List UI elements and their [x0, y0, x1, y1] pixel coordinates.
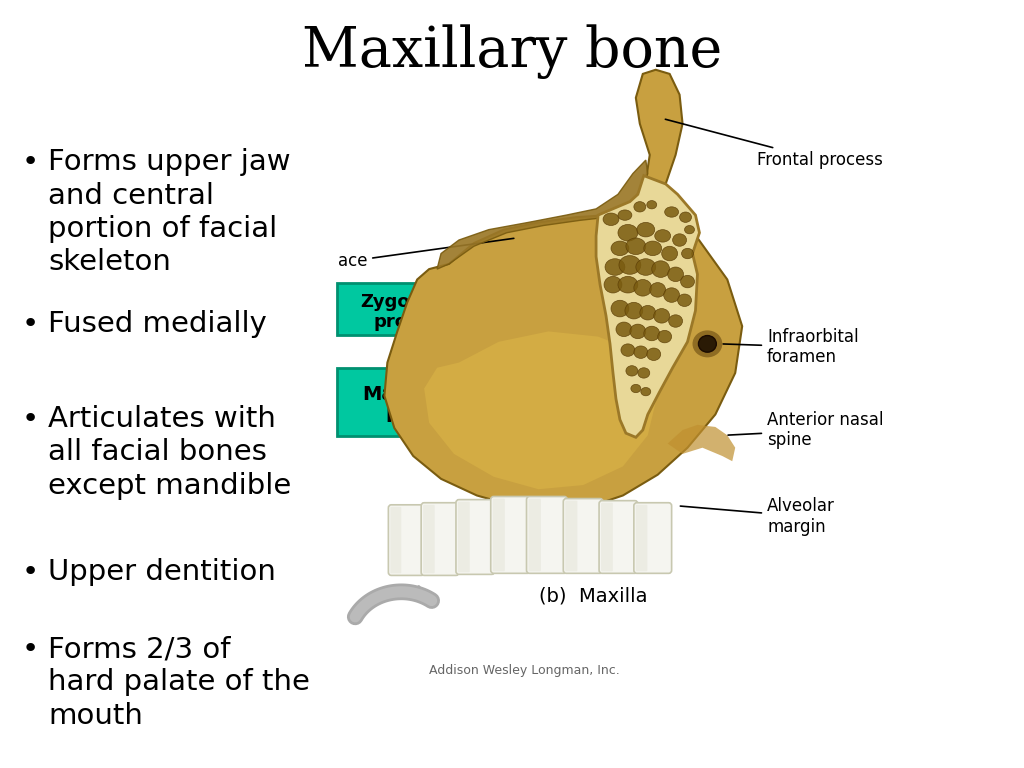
- FancyBboxPatch shape: [421, 503, 459, 575]
- Ellipse shape: [636, 259, 655, 276]
- Ellipse shape: [640, 306, 655, 320]
- Polygon shape: [424, 332, 657, 489]
- Ellipse shape: [616, 322, 632, 336]
- Ellipse shape: [657, 330, 672, 343]
- FancyBboxPatch shape: [337, 283, 489, 335]
- Ellipse shape: [647, 348, 660, 360]
- Text: Maxillary
bone: Maxillary bone: [362, 385, 463, 425]
- FancyBboxPatch shape: [490, 496, 530, 574]
- Text: Frontal process: Frontal process: [666, 119, 883, 169]
- Polygon shape: [596, 176, 699, 437]
- Ellipse shape: [664, 288, 680, 303]
- Ellipse shape: [673, 233, 686, 247]
- Polygon shape: [437, 160, 648, 269]
- Text: Forms 2/3 of
hard palate of the
mouth: Forms 2/3 of hard palate of the mouth: [48, 635, 310, 730]
- Ellipse shape: [611, 241, 629, 256]
- Ellipse shape: [626, 366, 638, 376]
- Ellipse shape: [617, 276, 638, 293]
- Ellipse shape: [611, 300, 629, 317]
- Text: Fused medially: Fused medially: [48, 310, 267, 338]
- Ellipse shape: [621, 344, 635, 356]
- Ellipse shape: [603, 213, 618, 226]
- Ellipse shape: [605, 259, 625, 276]
- Ellipse shape: [637, 223, 654, 237]
- FancyBboxPatch shape: [493, 498, 505, 571]
- FancyBboxPatch shape: [528, 498, 541, 571]
- Ellipse shape: [668, 267, 684, 282]
- FancyBboxPatch shape: [636, 505, 647, 571]
- Text: Addison Wesley Longman, Inc.: Addison Wesley Longman, Inc.: [429, 664, 620, 677]
- FancyBboxPatch shape: [456, 500, 495, 574]
- Text: Anterior nasal
spine: Anterior nasal spine: [728, 411, 884, 449]
- Ellipse shape: [647, 200, 656, 209]
- Text: •: •: [22, 148, 39, 176]
- FancyBboxPatch shape: [423, 505, 434, 574]
- FancyBboxPatch shape: [388, 505, 424, 575]
- Polygon shape: [668, 425, 735, 462]
- FancyBboxPatch shape: [599, 501, 638, 574]
- Ellipse shape: [669, 315, 683, 327]
- FancyBboxPatch shape: [526, 496, 567, 574]
- Text: Upper dentition: Upper dentition: [48, 558, 275, 586]
- Ellipse shape: [653, 309, 670, 323]
- Ellipse shape: [630, 324, 646, 339]
- Ellipse shape: [641, 388, 651, 396]
- Text: ace: ace: [338, 238, 514, 270]
- Polygon shape: [384, 70, 742, 510]
- Ellipse shape: [631, 384, 641, 392]
- Text: •: •: [22, 558, 39, 586]
- Text: Alveolar
margin: Alveolar margin: [680, 497, 835, 535]
- Text: Articulates with
all facial bones
except mandible: Articulates with all facial bones except…: [48, 405, 291, 500]
- Ellipse shape: [618, 256, 641, 274]
- Ellipse shape: [604, 276, 622, 293]
- Ellipse shape: [617, 210, 632, 220]
- Ellipse shape: [654, 230, 671, 242]
- FancyBboxPatch shape: [563, 498, 603, 574]
- Text: Forms upper jaw
and central
portion of facial
skeleton: Forms upper jaw and central portion of f…: [48, 148, 291, 276]
- Ellipse shape: [644, 326, 659, 341]
- Ellipse shape: [698, 336, 717, 353]
- FancyBboxPatch shape: [390, 507, 401, 574]
- Ellipse shape: [634, 202, 646, 212]
- Ellipse shape: [650, 283, 666, 297]
- Text: •: •: [22, 635, 39, 663]
- Ellipse shape: [638, 368, 650, 378]
- Ellipse shape: [651, 261, 670, 277]
- Ellipse shape: [665, 207, 679, 217]
- Text: Infraorbital
foramen: Infraorbital foramen: [723, 328, 859, 366]
- Ellipse shape: [634, 280, 651, 296]
- FancyBboxPatch shape: [565, 501, 578, 571]
- Ellipse shape: [662, 247, 678, 261]
- Text: •: •: [22, 405, 39, 433]
- Ellipse shape: [625, 303, 643, 319]
- FancyBboxPatch shape: [634, 503, 672, 574]
- Text: •: •: [22, 310, 39, 338]
- Ellipse shape: [682, 248, 693, 259]
- Ellipse shape: [634, 346, 648, 359]
- Text: Zygomatic
process: Zygomatic process: [360, 293, 466, 332]
- Ellipse shape: [617, 224, 638, 241]
- Ellipse shape: [692, 330, 722, 357]
- Text: Maxillary bone: Maxillary bone: [302, 25, 722, 79]
- Ellipse shape: [681, 276, 694, 288]
- Text: (b)  Maxilla: (b) Maxilla: [539, 587, 647, 605]
- Ellipse shape: [684, 226, 694, 233]
- Ellipse shape: [680, 212, 691, 223]
- Ellipse shape: [678, 294, 691, 306]
- FancyBboxPatch shape: [337, 368, 489, 436]
- Ellipse shape: [644, 241, 662, 256]
- FancyBboxPatch shape: [601, 503, 613, 571]
- FancyBboxPatch shape: [458, 502, 470, 572]
- Ellipse shape: [626, 238, 646, 254]
